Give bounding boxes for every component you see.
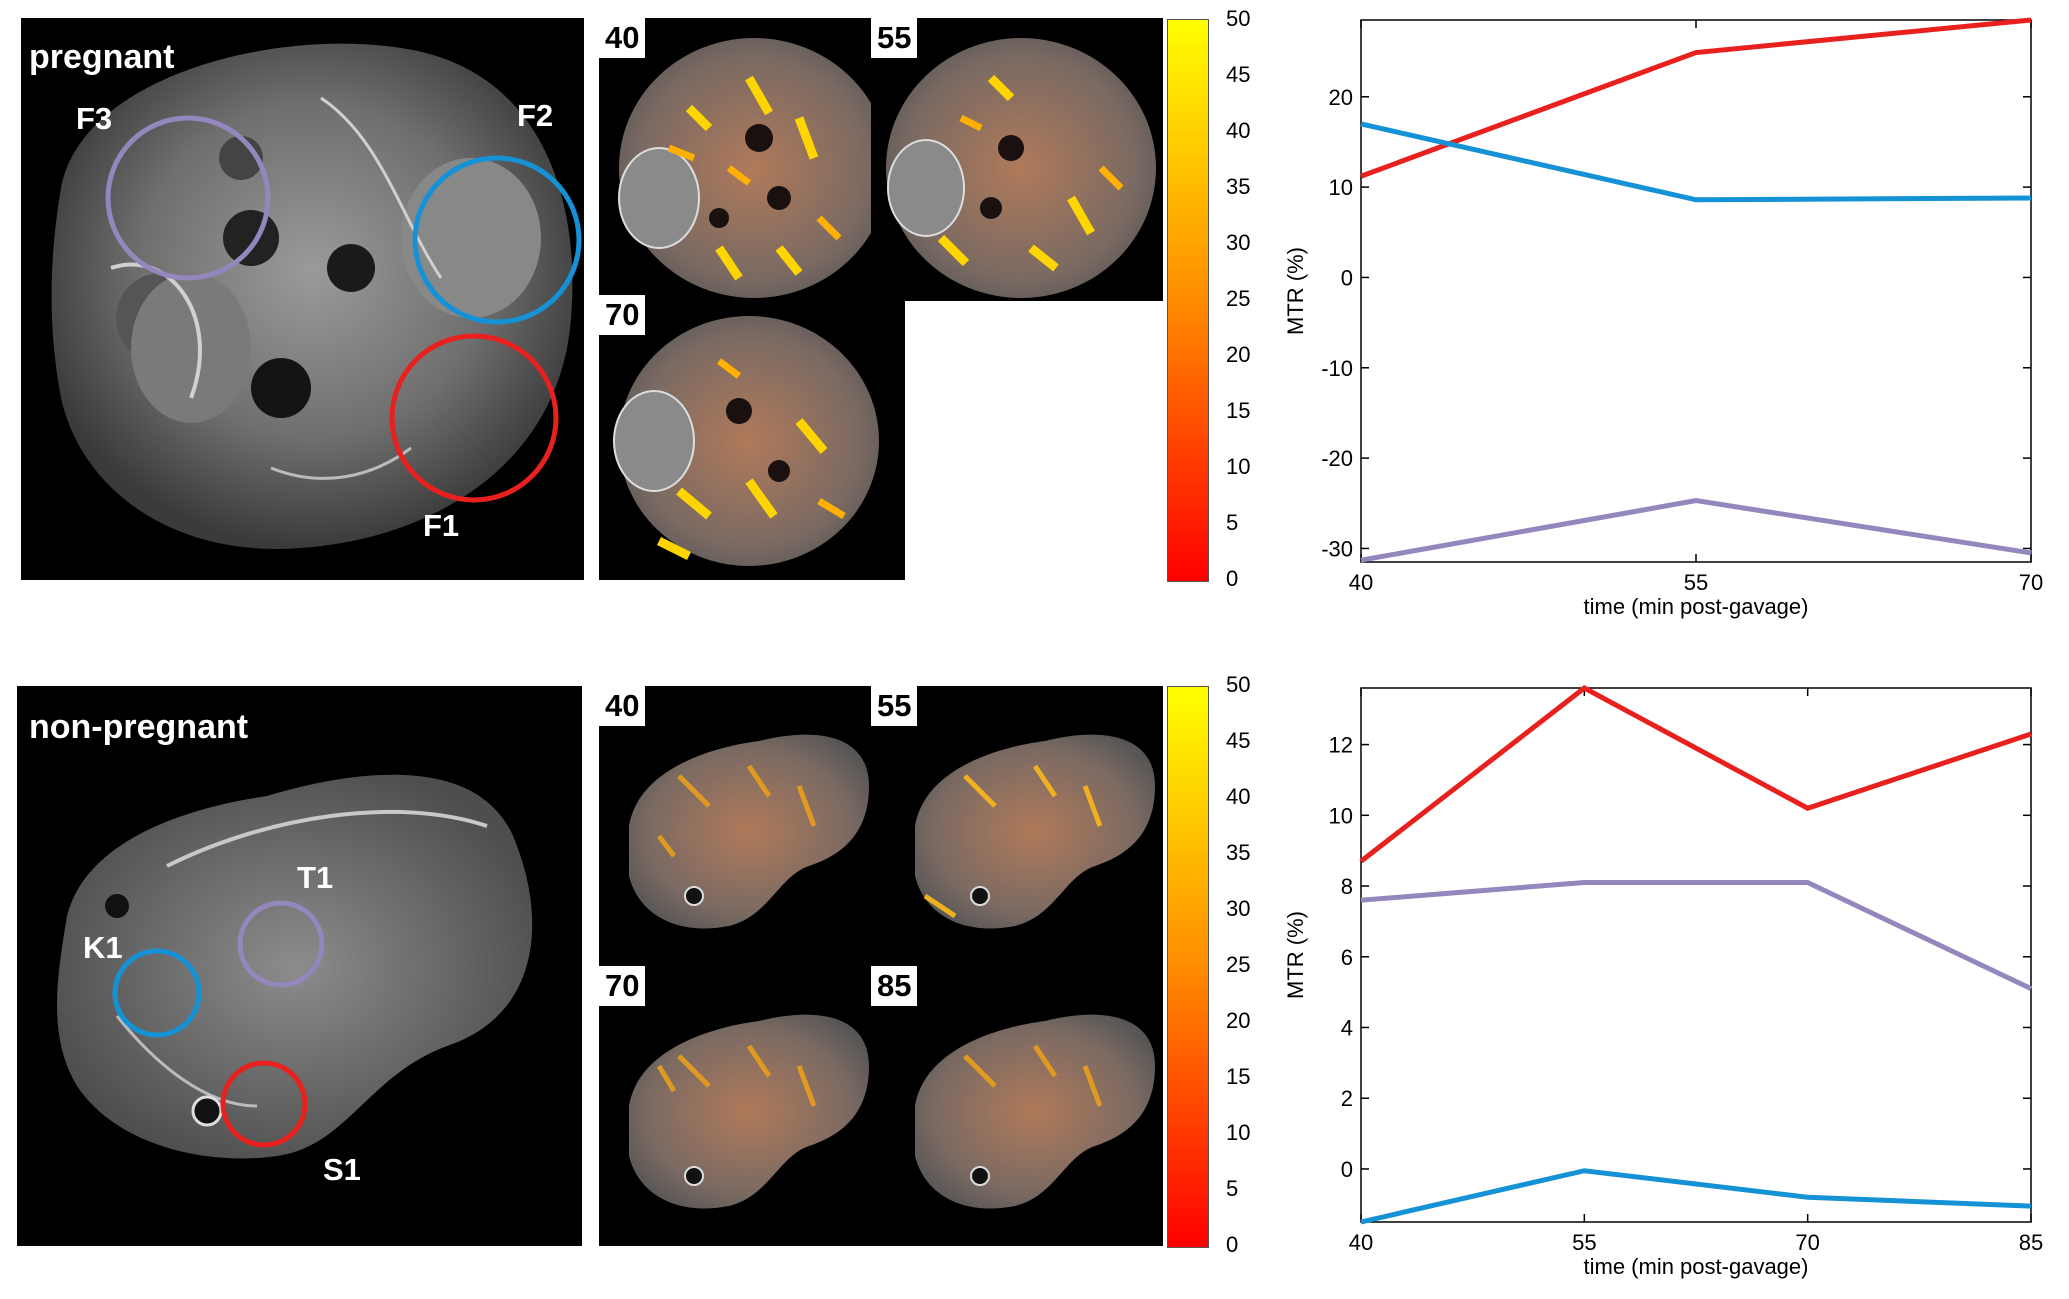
y-tick-label: 4 bbox=[1341, 1015, 1353, 1040]
x-tick-label: 55 bbox=[1572, 1230, 1596, 1255]
pregnant-colorbar-tick-45: 45 bbox=[1226, 62, 1251, 87]
roi-label-f2: F2 bbox=[517, 98, 554, 133]
x-axis-label: time (min post-gavage) bbox=[1584, 1254, 1809, 1279]
roi-s1-circle bbox=[220, 1060, 308, 1148]
pregnant-mri-image: pregnant F3 F2 F1 bbox=[21, 18, 584, 580]
nonpregnant-colorbar-tick-10: 10 bbox=[1226, 1120, 1251, 1145]
roi-label-f1: F1 bbox=[423, 508, 460, 543]
series-line-s1 bbox=[1359, 685, 2032, 864]
roi-label-t1: T1 bbox=[297, 860, 334, 895]
pregnant-map-70 bbox=[599, 301, 905, 580]
nonpregnant-time-label-70: 70 bbox=[599, 966, 646, 1006]
roi-t1-circle bbox=[237, 900, 325, 988]
y-tick-label: 0 bbox=[1341, 1157, 1353, 1182]
nonpregnant-mri-image: non-pregnant K1 T1 S1 bbox=[17, 686, 582, 1246]
pregnant-time-label-55: 55 bbox=[871, 18, 918, 58]
y-axis-label: MTR (%) bbox=[1283, 911, 1308, 999]
y-tick-label: -30 bbox=[1321, 536, 1353, 561]
y-tick-label: 12 bbox=[1329, 733, 1353, 758]
pregnant-colorbar-tick-25: 25 bbox=[1226, 286, 1251, 311]
x-tick-label: 70 bbox=[2019, 570, 2043, 595]
series-line-t1 bbox=[1360, 880, 2033, 991]
pregnant-colorbar-tick-10: 10 bbox=[1226, 454, 1251, 479]
pregnant-mtr-chart: -30 -20 -10 0 10 20 40 55 70 time (min post-gavag… bbox=[1283, 17, 2043, 619]
pregnant-time-label-40: 40 bbox=[599, 18, 646, 58]
series-line-k1 bbox=[1360, 1168, 2032, 1225]
nonpregnant-anatomy bbox=[57, 774, 533, 1159]
series-line-f1 bbox=[1360, 17, 2032, 179]
roi-k1-circle bbox=[112, 948, 202, 1038]
roi-f2-circle bbox=[412, 155, 582, 325]
nonpregnant-map-85 bbox=[915, 1014, 1155, 1209]
nonpregnant-colorbar-tick-20: 20 bbox=[1226, 1008, 1251, 1033]
nonpregnant-colorbar-tick-40: 40 bbox=[1226, 784, 1251, 809]
nonpregnant-time-label-40: 40 bbox=[599, 686, 646, 726]
pregnant-colorbar-tick-15: 15 bbox=[1226, 398, 1251, 423]
nonpregnant-colorbar-tick-25: 25 bbox=[1226, 952, 1251, 977]
series-line-f2 bbox=[1360, 121, 2032, 203]
y-tick-label: 10 bbox=[1329, 175, 1353, 200]
pregnant-colorbar-tick-35: 35 bbox=[1226, 174, 1251, 199]
y-tick-label: 10 bbox=[1329, 803, 1353, 828]
nonpregnant-time-label-85: 85 bbox=[871, 966, 918, 1006]
pregnant-colorbar-tick-50: 50 bbox=[1226, 6, 1251, 31]
x-axis-label: time (min post-gavage) bbox=[1584, 594, 1809, 619]
x-tick-label: 40 bbox=[1349, 570, 1373, 595]
nonpregnant-map-55 bbox=[915, 734, 1155, 929]
nonpregnant-time-label-55: 55 bbox=[871, 686, 918, 726]
pregnant-colorbar bbox=[1167, 19, 1209, 582]
nonpregnant-colorbar-tick-30: 30 bbox=[1226, 896, 1251, 921]
plot-area bbox=[1360, 19, 2032, 563]
x-tick-label: 55 bbox=[1684, 570, 1708, 595]
pregnant-colorbar-tick-30: 30 bbox=[1226, 230, 1251, 255]
pregnant-time-label-70: 70 bbox=[599, 295, 646, 335]
nonpregnant-colorbar bbox=[1167, 686, 1209, 1248]
nonpregnant-colorbar-tick-50: 50 bbox=[1226, 672, 1251, 697]
pregnant-map-40 bbox=[599, 18, 899, 301]
roi-f3-circle bbox=[105, 115, 271, 281]
series-line-f3 bbox=[1360, 498, 2032, 563]
y-tick-label: 8 bbox=[1341, 874, 1353, 899]
x-tick-label: 40 bbox=[1349, 1230, 1373, 1255]
roi-label-f3: F3 bbox=[76, 101, 113, 136]
nonpregnant-colorbar-tick-45: 45 bbox=[1226, 728, 1251, 753]
pregnant-anatomy bbox=[51, 43, 582, 549]
x-tick-label: 70 bbox=[1795, 1230, 1819, 1255]
nonpregnant-colorbar-tick-15: 15 bbox=[1226, 1064, 1251, 1089]
nonpregnant-colorbar-tick-35: 35 bbox=[1226, 840, 1251, 865]
y-tick-label: 0 bbox=[1341, 265, 1353, 290]
pregnant-map-55 bbox=[871, 18, 1163, 301]
roi-label-k1: K1 bbox=[83, 930, 123, 965]
pregnant-colorbar-tick-20: 20 bbox=[1226, 342, 1251, 367]
y-tick-label: -20 bbox=[1321, 446, 1353, 471]
nonpregnant-colorbar-tick-5: 5 bbox=[1226, 1176, 1239, 1201]
pregnant-colorbar-tick-0: 0 bbox=[1226, 566, 1239, 591]
nonpregnant-map-40 bbox=[629, 734, 869, 929]
pregnant-title: pregnant bbox=[29, 38, 175, 76]
nonpregnant-title: non-pregnant bbox=[29, 708, 249, 746]
y-tick-label: -10 bbox=[1321, 356, 1353, 381]
y-tick-label: 2 bbox=[1341, 1086, 1353, 1111]
nonpregnant-map-70 bbox=[629, 1014, 869, 1209]
roi-label-s1: S1 bbox=[323, 1152, 361, 1187]
y-axis-label: MTR (%) bbox=[1283, 247, 1308, 335]
x-tick-label: 85 bbox=[2019, 1230, 2043, 1255]
roi-f1-circle bbox=[389, 333, 559, 503]
y-tick-label: 6 bbox=[1341, 945, 1353, 970]
nonpregnant-mtr-chart: 0 2 4 6 8 10 12 40 55 70 85 time (min post-gavage) M… bbox=[1283, 685, 2043, 1279]
pregnant-colorbar-tick-40: 40 bbox=[1226, 118, 1251, 143]
y-tick-label: 20 bbox=[1329, 85, 1353, 110]
pregnant-colorbar-tick-5: 5 bbox=[1226, 510, 1239, 535]
nonpregnant-colorbar-tick-0: 0 bbox=[1226, 1232, 1239, 1257]
